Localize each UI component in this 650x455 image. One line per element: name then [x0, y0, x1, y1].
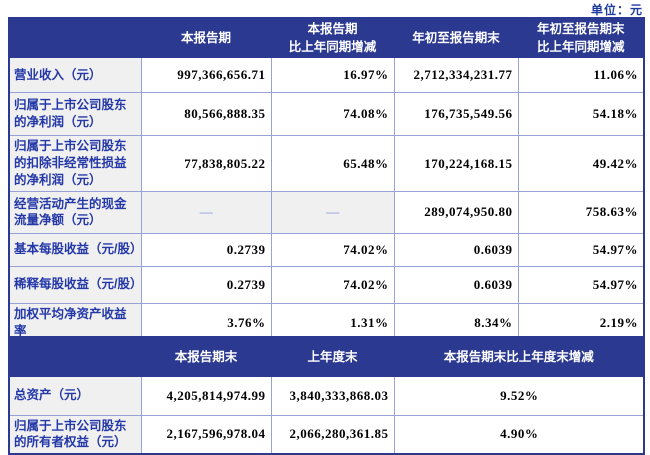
row-value: 758.63%	[517, 190, 645, 234]
row-value: 176,735,549.56	[393, 92, 519, 137]
row-value: 74.08%	[270, 92, 395, 137]
row-value: 0.6039	[393, 265, 519, 304]
header-ytd-change: 年初至报告期末 比上年同期增减	[517, 17, 645, 59]
row-value: 3,840,333,868.03	[270, 375, 395, 416]
table-row: 归属于上市公司股东的净利润（元） 80,566,888.35 74.08% 17…	[8, 92, 645, 137]
table-row: 稀释每股收益（元/股） 0.2739 74.02% 0.6039 54.97%	[8, 265, 645, 304]
row-value: 77,838,805.22	[140, 135, 272, 192]
table-header-row: 本报告期 本报告期 比上年同期增减 年初至报告期末 年初至报告期末 比上年同期增…	[8, 17, 645, 59]
row-value: 0.2739	[140, 232, 272, 267]
header-current-period-change: 本报告期 比上年同期增减	[270, 17, 395, 59]
row-value: 49.42%	[517, 135, 645, 192]
row-value-empty: —	[140, 190, 272, 234]
header-period-end-change: 本报告期末比上年度末增减	[393, 336, 645, 377]
row-value: 80,566,888.35	[140, 92, 272, 137]
table-header-row: 本报告期末 上年度末 本报告期末比上年度末增减	[8, 336, 645, 377]
row-value: 74.02%	[270, 265, 395, 304]
row-value: 997,366,656.71	[140, 57, 272, 94]
row-value: 2,066,280,361.85	[270, 414, 395, 455]
header-blank-cell	[8, 336, 142, 377]
row-label: 基本每股收益（元/股）	[8, 232, 142, 267]
header-current-period: 本报告期	[140, 17, 272, 59]
row-label: 总资产（元）	[8, 375, 142, 416]
row-value: 11.06%	[517, 57, 645, 94]
row-value: 54.97%	[517, 265, 645, 304]
row-label: 稀释每股收益（元/股）	[8, 265, 142, 304]
row-value-empty: —	[270, 190, 395, 234]
row-label: 营业收入（元）	[8, 57, 142, 94]
row-value: 289,074,950.80	[393, 190, 519, 234]
table-row: 归属于上市公司股东的所有者权益（元） 2,167,596,978.04 2,06…	[8, 414, 645, 455]
row-value: 65.48%	[270, 135, 395, 192]
row-value: 4,205,814,974.99	[140, 375, 272, 416]
row-label: 归属于上市公司股东的净利润（元）	[8, 92, 142, 137]
table-row: 经营活动产生的现金流量净额（元） — — 289,074,950.80 758.…	[8, 190, 645, 234]
row-value: 2,167,596,978.04	[140, 414, 272, 455]
key-financials-table: 本报告期 本报告期 比上年同期增减 年初至报告期末 年初至报告期末 比上年同期增…	[8, 17, 645, 344]
row-value: 16.97%	[270, 57, 395, 94]
table-row: 基本每股收益（元/股） 0.2739 74.02% 0.6039 54.97%	[8, 232, 645, 267]
header-ytd: 年初至报告期末	[393, 17, 519, 59]
header-period-end: 本报告期末	[140, 336, 272, 377]
header-blank-cell	[8, 17, 142, 59]
table-row: 总资产（元） 4,205,814,974.99 3,840,333,868.03…	[8, 375, 645, 416]
table-row: 归属于上市公司股东的扣除非经常性损益的净利润（元） 77,838,805.22 …	[8, 135, 645, 192]
row-value: 54.18%	[517, 92, 645, 137]
row-value: 4.90%	[393, 414, 645, 455]
row-value: 170,224,168.15	[393, 135, 519, 192]
row-value: 2,712,334,231.77	[393, 57, 519, 94]
row-label: 经营活动产生的现金流量净额（元）	[8, 190, 142, 234]
unit-label: 单位：元	[590, 3, 643, 17]
row-label: 归属于上市公司股东的扣除非经常性损益的净利润（元）	[8, 135, 142, 192]
balance-sheet-summary-table: 本报告期末 上年度末 本报告期末比上年度末增减 总资产（元） 4,205,814…	[8, 336, 645, 455]
row-value: 9.52%	[393, 375, 645, 416]
header-prev-year-end: 上年度末	[270, 336, 395, 377]
table-row: 营业收入（元） 997,366,656.71 16.97% 2,712,334,…	[8, 57, 645, 94]
row-value: 74.02%	[270, 232, 395, 267]
row-label: 归属于上市公司股东的所有者权益（元）	[8, 414, 142, 455]
row-value: 54.97%	[517, 232, 645, 267]
row-value: 0.6039	[393, 232, 519, 267]
row-value: 0.2739	[140, 265, 272, 304]
